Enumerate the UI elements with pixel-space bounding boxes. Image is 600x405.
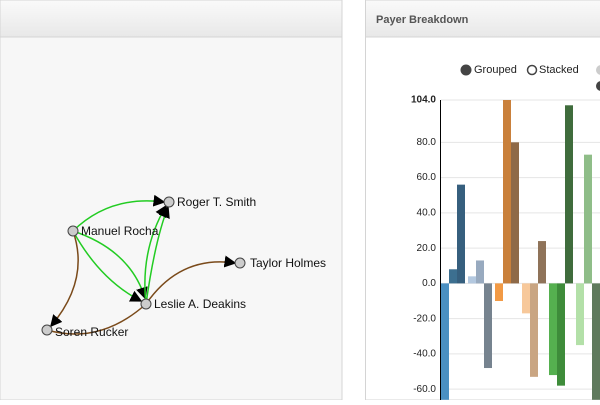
node[interactable] — [141, 299, 151, 309]
node-label: Taylor Holmes — [250, 256, 326, 270]
bar — [592, 283, 600, 399]
bar — [441, 283, 449, 399]
y-tick-label: 20.0 — [417, 243, 437, 254]
node-label: Manuel Rocha — [81, 224, 159, 238]
legend-text[interactable]: Grouped — [474, 64, 517, 76]
bar — [565, 105, 573, 283]
bar — [557, 283, 565, 385]
chart-title: Payer Breakdown — [376, 14, 469, 26]
node[interactable] — [68, 226, 78, 236]
bar — [495, 283, 503, 301]
node-label: Roger T. Smith — [177, 195, 256, 209]
bar — [449, 269, 457, 283]
y-tick-label: -60.0 — [413, 384, 436, 395]
node-label: Leslie A. Deakins — [154, 297, 246, 311]
bar — [538, 241, 546, 283]
y-tick-label: 40.0 — [417, 207, 437, 218]
node[interactable] — [42, 325, 52, 335]
bar — [476, 260, 484, 283]
y-tick-label: 0.0 — [422, 278, 436, 289]
legend-radio[interactable] — [528, 66, 537, 75]
bar — [457, 185, 465, 284]
bar — [576, 283, 584, 345]
bar — [530, 283, 538, 376]
bar — [484, 283, 492, 368]
y-tick-label: 60.0 — [417, 172, 437, 183]
bar — [522, 283, 530, 313]
bar — [584, 155, 592, 284]
legend-text[interactable]: Stacked — [539, 64, 579, 76]
node[interactable] — [235, 258, 245, 268]
y-tick-label: 104.0 — [411, 95, 436, 106]
bar — [468, 276, 476, 283]
graph-header — [0, 0, 342, 37]
bar — [549, 283, 557, 375]
legend-radio[interactable] — [461, 65, 471, 75]
y-tick-label: -40.0 — [413, 349, 436, 360]
bar — [511, 142, 519, 283]
bar — [503, 100, 511, 283]
node-label: Soren Rucker — [55, 325, 128, 339]
y-tick-label: 80.0 — [417, 137, 437, 148]
node[interactable] — [164, 197, 174, 207]
y-tick-label: -20.0 — [413, 313, 436, 324]
